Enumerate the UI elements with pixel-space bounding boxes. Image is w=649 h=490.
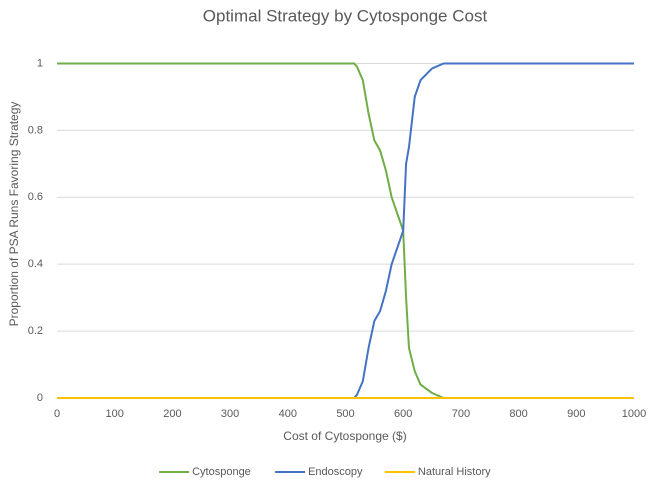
y-tick-label: 0 [37,392,43,404]
y-axis-label: Proportion of PSA Runs Favoring Strategy [7,102,21,327]
legend-label: Natural History [418,466,491,478]
x-tick-label: 100 [106,408,124,420]
x-tick-label: 400 [279,408,297,420]
legend-label: Endoscopy [308,466,363,478]
line-series [57,62,634,399]
legend-label: Cytosponge [192,466,251,478]
y-tick-label: 1 [37,57,43,69]
x-axis-label: Cost of Cytosponge ($) [283,429,406,443]
line-series [57,62,634,399]
y-tick-label: 0.2 [28,325,43,337]
y-tick-label: 0.6 [28,191,43,203]
x-tick-label: 300 [221,408,239,420]
x-tick-label: 700 [452,408,470,420]
x-tick-label: 1000 [622,408,646,420]
x-tick-label: 800 [509,408,527,420]
x-tick-label: 0 [54,408,60,420]
y-tick-label: 0.4 [28,258,43,270]
x-tick-label: 200 [163,408,181,420]
x-tick-label: 600 [394,408,412,420]
y-tick-label: 0.8 [28,124,43,136]
x-tick-label: 900 [567,408,585,420]
x-tick-label: 500 [336,408,354,420]
chart-title: Optimal Strategy by Cytosponge Cost [203,6,488,25]
